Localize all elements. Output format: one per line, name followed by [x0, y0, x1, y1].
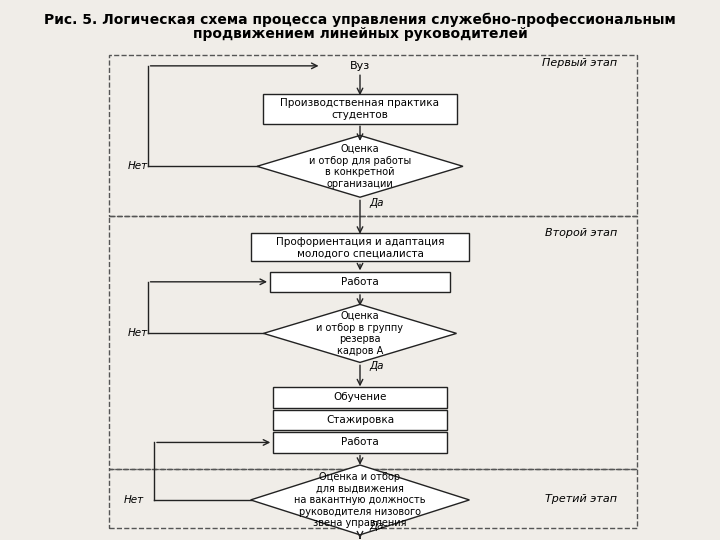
Text: Обучение: Обучение — [333, 393, 387, 402]
Text: Второй этап: Второй этап — [545, 228, 617, 239]
Text: Да: Да — [369, 198, 384, 208]
FancyBboxPatch shape — [251, 233, 469, 261]
Text: Да: Да — [369, 361, 384, 370]
Text: Нет: Нет — [128, 328, 148, 339]
Text: Оценка
и отбор в группу
резерва
кадров А: Оценка и отбор в группу резерва кадров А — [317, 311, 403, 356]
Polygon shape — [251, 465, 469, 535]
Text: Работа: Работа — [341, 277, 379, 287]
FancyBboxPatch shape — [273, 432, 447, 453]
Text: Производственная практика
студентов: Производственная практика студентов — [281, 98, 439, 120]
Text: Нет: Нет — [123, 495, 143, 505]
Text: Стажировка: Стажировка — [326, 415, 394, 425]
Text: Работа: Работа — [341, 437, 379, 448]
Text: Первый этап: Первый этап — [542, 58, 617, 68]
FancyBboxPatch shape — [270, 272, 450, 292]
Text: продвижением линейных руководителей: продвижением линейных руководителей — [193, 26, 527, 40]
Text: Да: Да — [369, 521, 384, 531]
Polygon shape — [257, 136, 463, 197]
Text: Вуз: Вуз — [350, 61, 370, 71]
Text: Профориентация и адаптация
молодого специалиста: Профориентация и адаптация молодого спец… — [276, 237, 444, 258]
FancyBboxPatch shape — [273, 387, 447, 408]
Polygon shape — [264, 305, 456, 362]
Text: Оценка и отбор
для выдвижения
на вакантную должность
руководителя низового
звена: Оценка и отбор для выдвижения на вакантн… — [294, 472, 426, 528]
Text: Нет: Нет — [128, 161, 148, 171]
FancyBboxPatch shape — [264, 94, 456, 124]
FancyBboxPatch shape — [273, 410, 447, 430]
Text: Рис. 5. Логическая схема процесса управления служебно-профессиональным: Рис. 5. Логическая схема процесса управл… — [44, 13, 676, 28]
Text: Третий этап: Третий этап — [545, 495, 617, 504]
Text: Оценка
и отбор для работы
в конкретной
организации: Оценка и отбор для работы в конкретной о… — [309, 144, 411, 188]
